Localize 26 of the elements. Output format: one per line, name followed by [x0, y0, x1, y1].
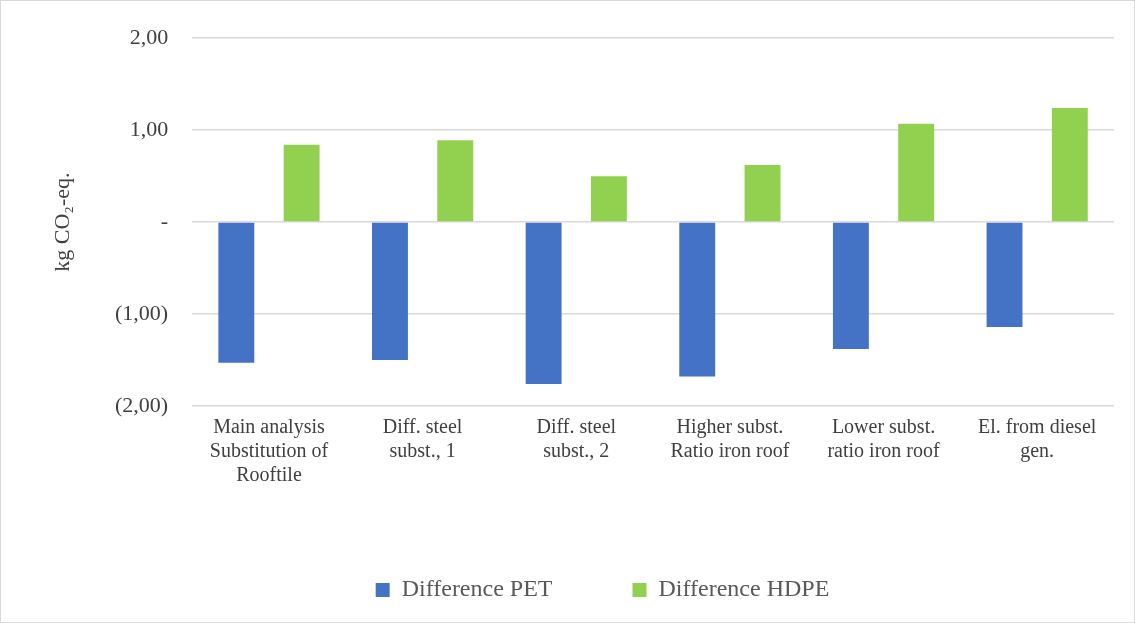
y-axis-title: kg CO₂-eq.: [48, 172, 74, 272]
bar: [372, 222, 408, 361]
bar: [744, 165, 781, 222]
y-tick-label: -: [160, 207, 169, 233]
bar: [218, 222, 255, 363]
bar: [679, 222, 716, 377]
y-tick-label: 1,00: [129, 115, 169, 141]
bar: [898, 123, 935, 222]
bar: [437, 140, 474, 222]
x-tick-label: Lower subst. ratio iron roof: [827, 415, 940, 462]
bar: [832, 222, 869, 349]
x-tick-label: Diff. steel subst., 1: [382, 415, 463, 462]
x-tick-label: Main analysis Substitution of Rooftile: [209, 415, 329, 486]
y-tick-label: 2,00: [129, 23, 169, 49]
legend-label: Difference HDPE: [658, 575, 830, 602]
bar: [525, 222, 562, 384]
bar: [986, 222, 1023, 327]
x-tick-label: El. from diesel gen.: [978, 415, 1097, 463]
y-tick-label: (1,00): [115, 299, 169, 325]
bar: [1051, 108, 1088, 222]
x-tick-label: Higher subst. Ratio iron roof: [670, 415, 790, 462]
bar: [283, 144, 320, 222]
legend-label: Difference PET: [401, 575, 553, 602]
y-tick-label: (2,00): [115, 391, 169, 417]
x-tick-label: Diff. steel subst., 2: [536, 415, 617, 462]
bar: [590, 176, 627, 222]
